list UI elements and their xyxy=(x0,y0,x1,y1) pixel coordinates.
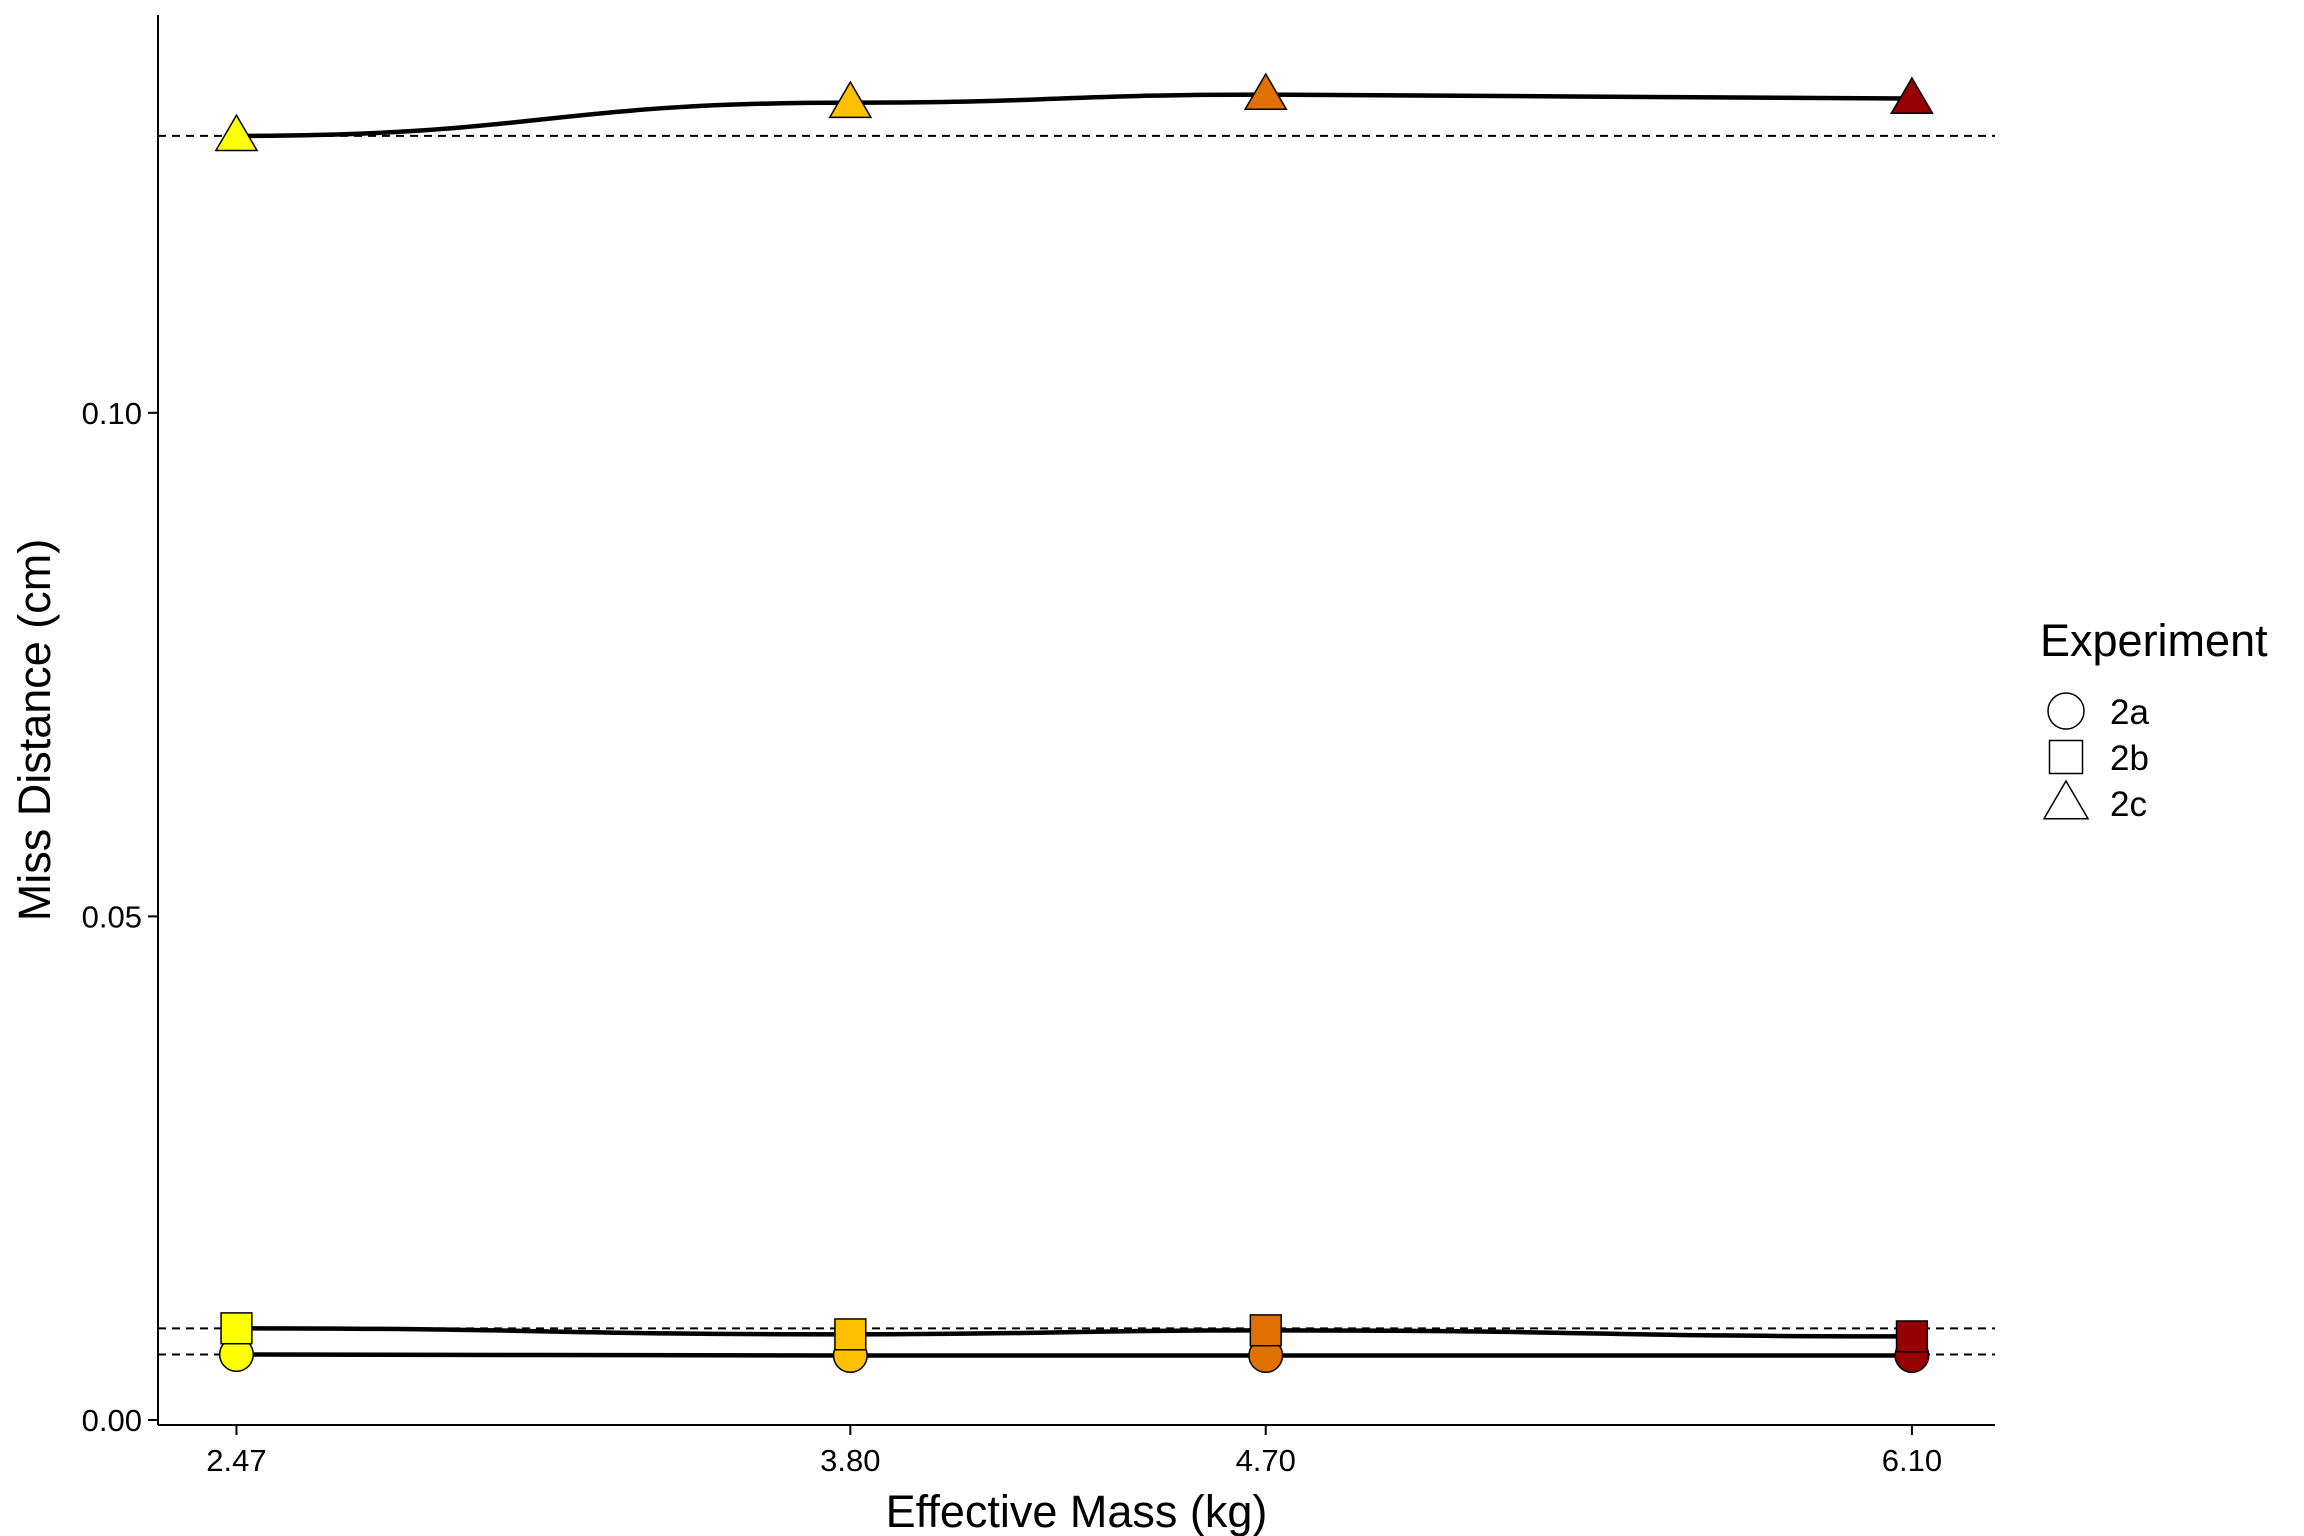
y-tick-label-2: 0.05 xyxy=(82,899,142,934)
data-point-2b-4 xyxy=(1895,1320,1929,1353)
legend-label-2a: 2a xyxy=(2110,693,2149,732)
y-tick-label-3: 0.10 xyxy=(82,396,142,431)
series-lines xyxy=(236,92,1912,1358)
data-point-2c-3 xyxy=(1243,72,1288,111)
x-tick-label-1: 2.47 xyxy=(206,1443,266,1478)
legend-key-2c xyxy=(2042,779,2090,820)
data-markers xyxy=(214,72,1934,1374)
legend-label-2b: 2b xyxy=(2110,739,2149,778)
legend-key-2a xyxy=(2047,692,2085,730)
y-tick-label-1: 0.00 xyxy=(82,1403,142,1438)
legend-title: Experiment xyxy=(2040,615,2268,666)
legend: Experiment 2a 2b 2c xyxy=(2040,615,2268,824)
data-point-2c-2 xyxy=(828,80,873,119)
series-line-2c xyxy=(236,92,1912,139)
x-tick-label-3: 4.70 xyxy=(1236,1443,1296,1478)
y-axis-title: Miss Distance (cm) xyxy=(9,539,60,922)
series-line-2a xyxy=(236,1352,1912,1358)
data-point-2b-2 xyxy=(834,1318,867,1351)
reference-lines xyxy=(158,134,1995,1356)
legend-label-2c: 2c xyxy=(2110,785,2147,824)
data-point-2b-1 xyxy=(220,1312,253,1345)
x-tick-label-4: 6.10 xyxy=(1882,1443,1942,1478)
series-line-2b xyxy=(236,1326,1912,1339)
legend-key-2b xyxy=(2048,739,2084,775)
data-point-2c-1 xyxy=(214,113,259,152)
data-point-2c-4 xyxy=(1890,76,1934,115)
axes: 0.00 0.05 0.10 2.47 3.80 4.70 6.10 xyxy=(82,15,1995,1478)
data-point-2b-3 xyxy=(1249,1314,1282,1347)
x-axis-title: Effective Mass (kg) xyxy=(886,1486,1268,1536)
x-tick-label-2: 3.80 xyxy=(820,1443,880,1478)
